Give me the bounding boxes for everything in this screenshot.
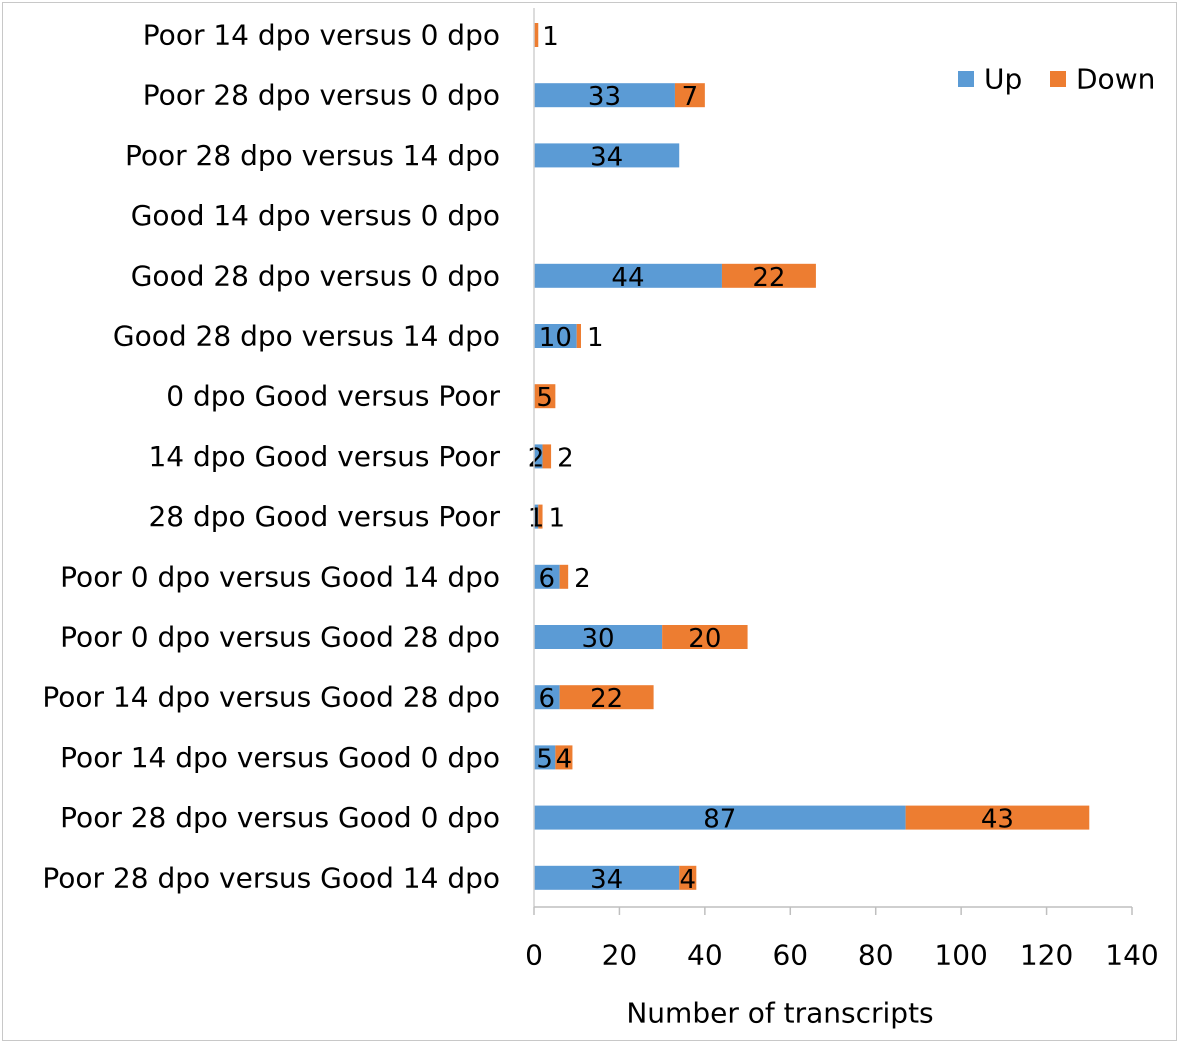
bar-down [559,685,654,710]
legend-label-down: Down [1076,63,1155,96]
category-label: 0 dpo Good versus Poor [166,380,500,413]
data-label-up: 6 [539,564,556,594]
category-label: Poor 14 dpo versus Good 28 dpo [42,681,500,714]
category-label: 28 dpo Good versus Poor [148,500,500,533]
bar-down [674,83,705,108]
category-label: Poor 28 dpo versus 0 dpo [143,79,500,112]
bar-down [538,504,543,529]
data-label-down: 22 [752,263,785,293]
data-label-down: 1 [549,504,566,534]
x-tick-label: 100 [934,939,987,972]
legend-swatch-down [1050,71,1066,87]
category-label: Good 28 dpo versus 14 dpo [113,320,500,353]
bar-up [534,625,663,649]
bar-up [534,805,906,830]
data-label-up: 87 [703,805,736,835]
data-label-down: 22 [590,684,623,714]
x-axis-title: Number of transcripts [626,997,933,1030]
bar-down [534,384,556,409]
category-label: Poor 14 dpo versus 0 dpo [143,19,500,52]
bar-down [542,444,552,469]
category-label: Good 28 dpo versus 0 dpo [131,259,500,292]
bar-down [576,324,581,348]
bar-down [721,263,816,288]
data-label-up: 44 [611,263,644,293]
data-label-up: 33 [588,82,621,112]
bar-up [534,865,680,890]
data-label-down: 7 [682,82,699,112]
category-label: Poor 0 dpo versus Good 28 dpo [60,621,500,654]
data-label-up: 1 [528,504,545,534]
data-label-down: 5 [536,383,553,413]
x-tick-label: 20 [602,939,638,972]
category-label: Good 14 dpo versus 0 dpo [131,199,500,232]
data-label-down: 43 [981,805,1014,835]
bar-up [534,444,543,469]
data-label-up: 30 [582,624,615,654]
bar-up [534,745,556,770]
category-label: Poor 0 dpo versus Good 14 dpo [60,560,500,593]
data-label-up: 34 [590,865,623,895]
bar-down [662,625,748,649]
category-label: Poor 28 dpo versus Good 0 dpo [60,801,500,834]
bar-down [555,745,573,770]
x-tick-label: 60 [772,939,808,972]
data-label-down: 1 [587,323,604,353]
bar-down [679,865,697,890]
data-label-down: 20 [688,624,721,654]
bar-up [534,324,577,348]
x-tick-label: 120 [1020,939,1073,972]
data-label-up: 10 [539,323,572,353]
bar-up [534,564,560,589]
category-label: Poor 28 dpo versus Good 14 dpo [42,861,500,894]
x-tick-label: 0 [525,939,543,972]
bar-down [559,564,569,589]
data-label-down: 4 [556,744,573,774]
category-label: Poor 14 dpo versus Good 0 dpo [60,741,500,774]
bar-up [534,504,539,529]
x-tick-label: 80 [858,939,894,972]
bar-down [534,23,539,47]
bar-up [534,263,722,288]
category-label: 14 dpo Good versus Poor [148,440,500,473]
data-label-down: 2 [574,564,591,594]
x-tick-label: 140 [1105,939,1158,972]
data-label-down: 2 [557,443,574,473]
bar-down [905,805,1090,830]
legend-swatch-up [958,71,974,87]
legend-label-up: Up [984,63,1022,96]
x-tick-label: 40 [687,939,723,972]
bar-up [534,685,560,710]
bar-up [534,143,680,168]
bar-up [534,83,675,108]
data-label-up: 2 [528,443,545,473]
data-label-up: 34 [590,142,623,172]
category-label: Poor 28 dpo versus 14 dpo [125,139,500,172]
data-label-down: 4 [679,865,696,895]
data-label-up: 5 [536,744,553,774]
data-label-down: 1 [542,22,559,52]
data-label-up: 6 [539,684,556,714]
